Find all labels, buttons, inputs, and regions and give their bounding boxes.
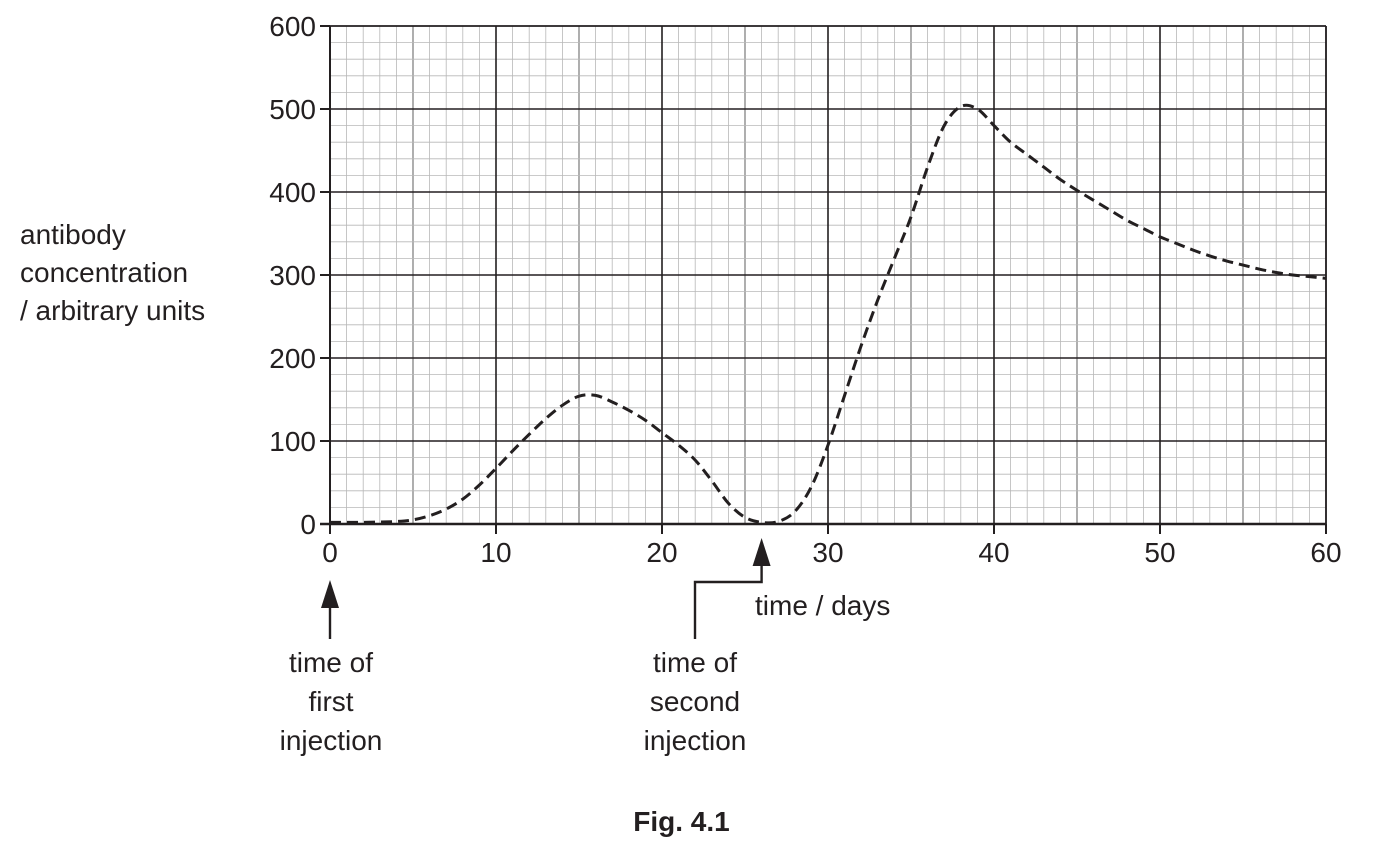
x-tick-label: 10 — [480, 537, 511, 568]
second-injection-arrow-shaft — [693, 564, 763, 639]
x-tick-label: 0 — [322, 537, 338, 568]
y-tick-label: 400 — [269, 177, 316, 208]
y-tick-label: 500 — [269, 94, 316, 125]
tick-labels: 0 100 200 300 400 500 600 0 10 20 30 40 50 60 — [269, 11, 1341, 568]
x-tick-label: 50 — [1144, 537, 1175, 568]
figure-caption: Fig. 4.1 — [633, 806, 730, 837]
second-injection-annotation: time of second injection — [615, 643, 775, 760]
first-injection-arrowhead — [321, 580, 339, 608]
antibody-series-line — [329, 103, 1327, 525]
x-tick-label: 40 — [978, 537, 1009, 568]
y-tick-label: 600 — [269, 11, 316, 42]
first-injection-annotation: time of first injection — [251, 643, 411, 760]
y-axis-label-line: antibody — [20, 219, 126, 250]
y-axis-label: antibody concentration / arbitrary units — [20, 216, 205, 330]
y-axis-label-line: / arbitrary units — [20, 295, 206, 326]
annotation-line: injection — [643, 725, 747, 756]
y-tick-label: 0 — [300, 509, 316, 540]
y-tick-label: 100 — [269, 426, 316, 457]
annotation-line: second — [649, 686, 741, 717]
y-tick-label: 200 — [269, 343, 316, 374]
x-tick-label: 20 — [646, 537, 677, 568]
second-injection-arrowhead — [752, 538, 771, 566]
annotation-line: time of — [288, 647, 374, 678]
x-tick-label: 60 — [1310, 537, 1341, 568]
data-series — [329, 103, 1327, 525]
y-axis-label-line: concentration — [20, 257, 189, 288]
axes — [320, 25, 1327, 534]
annotation-line: time of — [652, 647, 738, 678]
annotation-line: injection — [279, 725, 383, 756]
x-axis-label: time / days — [755, 590, 891, 621]
injection-arrows — [321, 538, 771, 639]
annotation-line: first — [308, 686, 354, 717]
y-tick-label: 300 — [269, 260, 316, 291]
x-tick-label: 30 — [812, 537, 843, 568]
